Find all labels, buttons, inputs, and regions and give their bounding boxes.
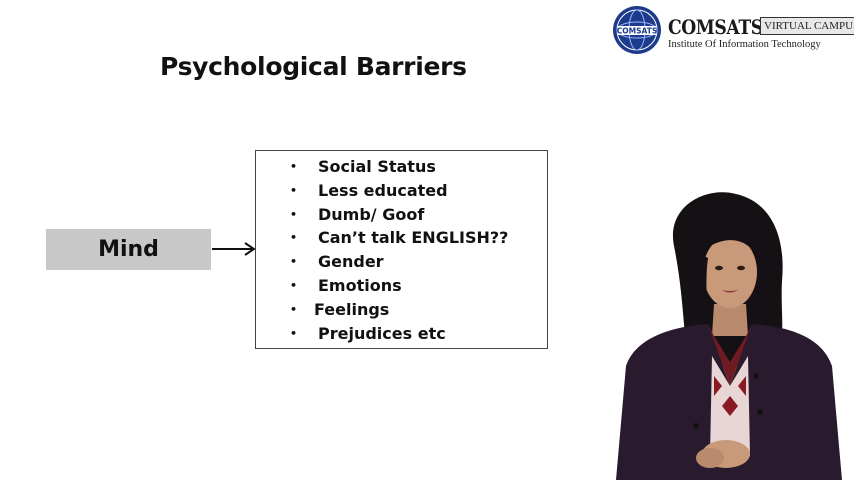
list-item: • Social Status bbox=[256, 155, 547, 179]
logo-name: COMSATS bbox=[668, 15, 763, 39]
list-item: • Prejudices etc bbox=[256, 322, 547, 346]
bullet-icon: • bbox=[290, 302, 298, 316]
bullet-icon: • bbox=[290, 278, 298, 292]
presenter-figure bbox=[616, 192, 842, 480]
list-item: • Emotions bbox=[256, 274, 547, 298]
bullet-icon: • bbox=[290, 183, 298, 197]
list-item: • Gender bbox=[256, 250, 547, 274]
logo-subtitle: Institute Of Information Technology bbox=[668, 39, 821, 50]
bullet-icon: • bbox=[290, 160, 298, 173]
slide-title: Psychological Barriers bbox=[160, 52, 467, 81]
list-item: • Less educated bbox=[256, 179, 547, 203]
list-item: • Can’t talk ENGLISH?? bbox=[256, 226, 547, 250]
list-item: • Feelings bbox=[256, 298, 547, 322]
logo-badge: VIRTUAL CAMPUS bbox=[760, 17, 854, 35]
bullet-icon: • bbox=[290, 255, 298, 269]
bullet-icon: • bbox=[290, 326, 298, 340]
bullet-icon: • bbox=[290, 207, 298, 221]
barriers-list: • Social Status • Less educated • Dumb/ Goo… bbox=[256, 155, 547, 345]
comsats-logo: COMSATS COMSATS VIRTUAL CAMPUS Institute… bbox=[612, 5, 854, 55]
mind-label: Mind bbox=[98, 237, 159, 262]
comsats-seal-icon: COMSATS bbox=[613, 6, 661, 54]
mind-box: Mind bbox=[46, 229, 211, 270]
seal-text: COMSATS bbox=[617, 27, 658, 36]
bullet-icon: • bbox=[290, 231, 298, 245]
list-item: • Dumb/ Goof bbox=[256, 203, 547, 227]
barriers-list-box: • Social Status • Less educated • Dumb/ Goo… bbox=[255, 150, 548, 349]
arrow-right-icon bbox=[212, 242, 256, 256]
